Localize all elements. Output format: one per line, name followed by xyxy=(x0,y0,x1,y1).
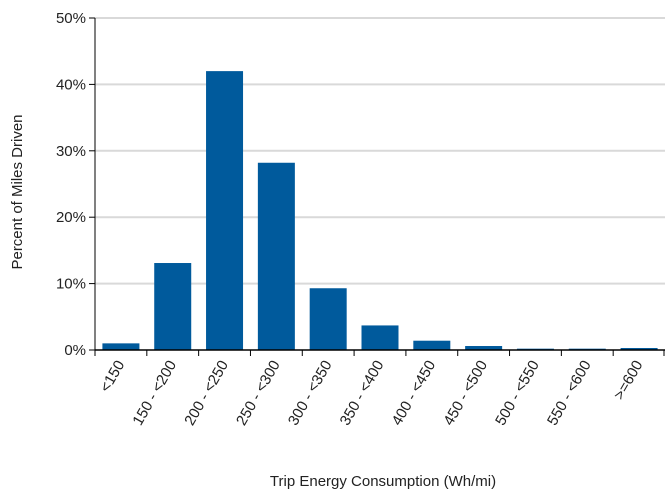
bar xyxy=(465,346,503,350)
y-axis-title: Percent of Miles Driven xyxy=(9,114,26,269)
bar xyxy=(102,343,140,350)
x-tick-label: 550 - <600 xyxy=(544,358,595,429)
bar xyxy=(620,348,658,350)
x-tick-label: 500 - <550 xyxy=(492,358,543,429)
bar xyxy=(154,263,192,350)
x-tick-label: 200 - <250 xyxy=(181,358,232,429)
y-tick-label: 20% xyxy=(56,209,86,226)
bar xyxy=(257,162,295,350)
y-tick-label: 10% xyxy=(56,276,86,293)
x-tick-label: 400 - <450 xyxy=(388,358,439,429)
gridlines xyxy=(95,17,665,285)
x-tick-labels: <150 150 - <200 200 - <250 250 - <300 300 - … xyxy=(94,350,665,429)
y-tick-label: 0% xyxy=(64,342,86,359)
bar xyxy=(206,71,244,351)
x-tick-label: 150 - <200 xyxy=(129,358,180,429)
bar xyxy=(413,340,451,350)
axes xyxy=(94,18,665,351)
x-tick-label: >=600 xyxy=(611,358,647,403)
bar xyxy=(361,325,399,350)
bars xyxy=(102,71,658,351)
x-tick-label: 300 - <350 xyxy=(285,358,336,429)
x-tick-label: <150 xyxy=(97,358,129,396)
x-tick-label: 450 - <500 xyxy=(440,358,491,429)
x-tick-label: 350 - <400 xyxy=(337,358,388,429)
y-tick-labels: 0% 10% 20% 30% 40% 50% xyxy=(56,10,95,359)
x-axis-title: Trip Energy Consumption (Wh/mi) xyxy=(270,473,496,490)
y-tick-label: 50% xyxy=(56,10,86,27)
x-tick-label: 250 - <300 xyxy=(233,358,284,429)
y-tick-label: 30% xyxy=(56,143,86,160)
y-tick-label: 40% xyxy=(56,76,86,93)
bar xyxy=(309,288,347,350)
